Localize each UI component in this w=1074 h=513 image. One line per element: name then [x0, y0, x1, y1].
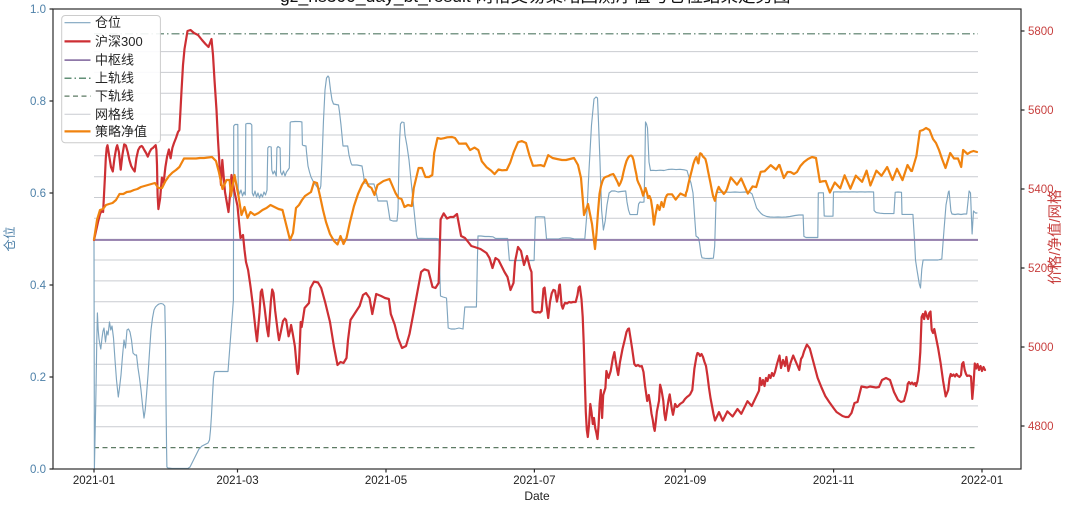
svg-text:4800: 4800 — [1028, 421, 1054, 433]
svg-text:仓位: 仓位 — [95, 15, 121, 30]
svg-text:0.2: 0.2 — [30, 372, 46, 384]
svg-text:2021-07: 2021-07 — [513, 475, 555, 487]
svg-text:Date: Date — [524, 489, 550, 503]
svg-text:1.0: 1.0 — [30, 4, 46, 16]
svg-text:5600: 5600 — [1028, 105, 1054, 117]
svg-text:0.4: 0.4 — [30, 280, 47, 292]
svg-text:5200: 5200 — [1028, 263, 1054, 275]
svg-text:gz_hs300_day_bt_result 网格交易策略回: gz_hs300_day_bt_result 网格交易策略回测净值与仓位结果走势… — [280, 0, 791, 7]
svg-text:上轨线: 上轨线 — [95, 71, 134, 86]
svg-text:5800: 5800 — [1028, 26, 1054, 38]
svg-text:2021-03: 2021-03 — [216, 475, 258, 487]
svg-text:价格/净值/网格: 价格/净值/网格 — [1047, 189, 1064, 285]
svg-text:策略净值: 策略净值 — [95, 124, 147, 139]
svg-text:仓位: 仓位 — [2, 226, 17, 251]
svg-text:2022-01: 2022-01 — [961, 475, 1003, 487]
svg-text:2021-05: 2021-05 — [365, 475, 407, 487]
svg-text:中枢线: 中枢线 — [95, 53, 134, 68]
svg-text:0.0: 0.0 — [30, 464, 46, 476]
svg-text:5000: 5000 — [1028, 342, 1054, 354]
svg-text:2021-01: 2021-01 — [73, 475, 115, 487]
svg-text:2021-11: 2021-11 — [813, 475, 854, 487]
svg-text:0.6: 0.6 — [30, 188, 46, 200]
svg-text:2021-09: 2021-09 — [664, 475, 706, 487]
svg-text:沪深300: 沪深300 — [95, 34, 143, 49]
svg-text:5400: 5400 — [1028, 184, 1054, 196]
svg-text:网格线: 网格线 — [95, 107, 134, 122]
svg-text:0.8: 0.8 — [30, 96, 46, 108]
svg-text:下轨线: 下轨线 — [95, 89, 134, 104]
